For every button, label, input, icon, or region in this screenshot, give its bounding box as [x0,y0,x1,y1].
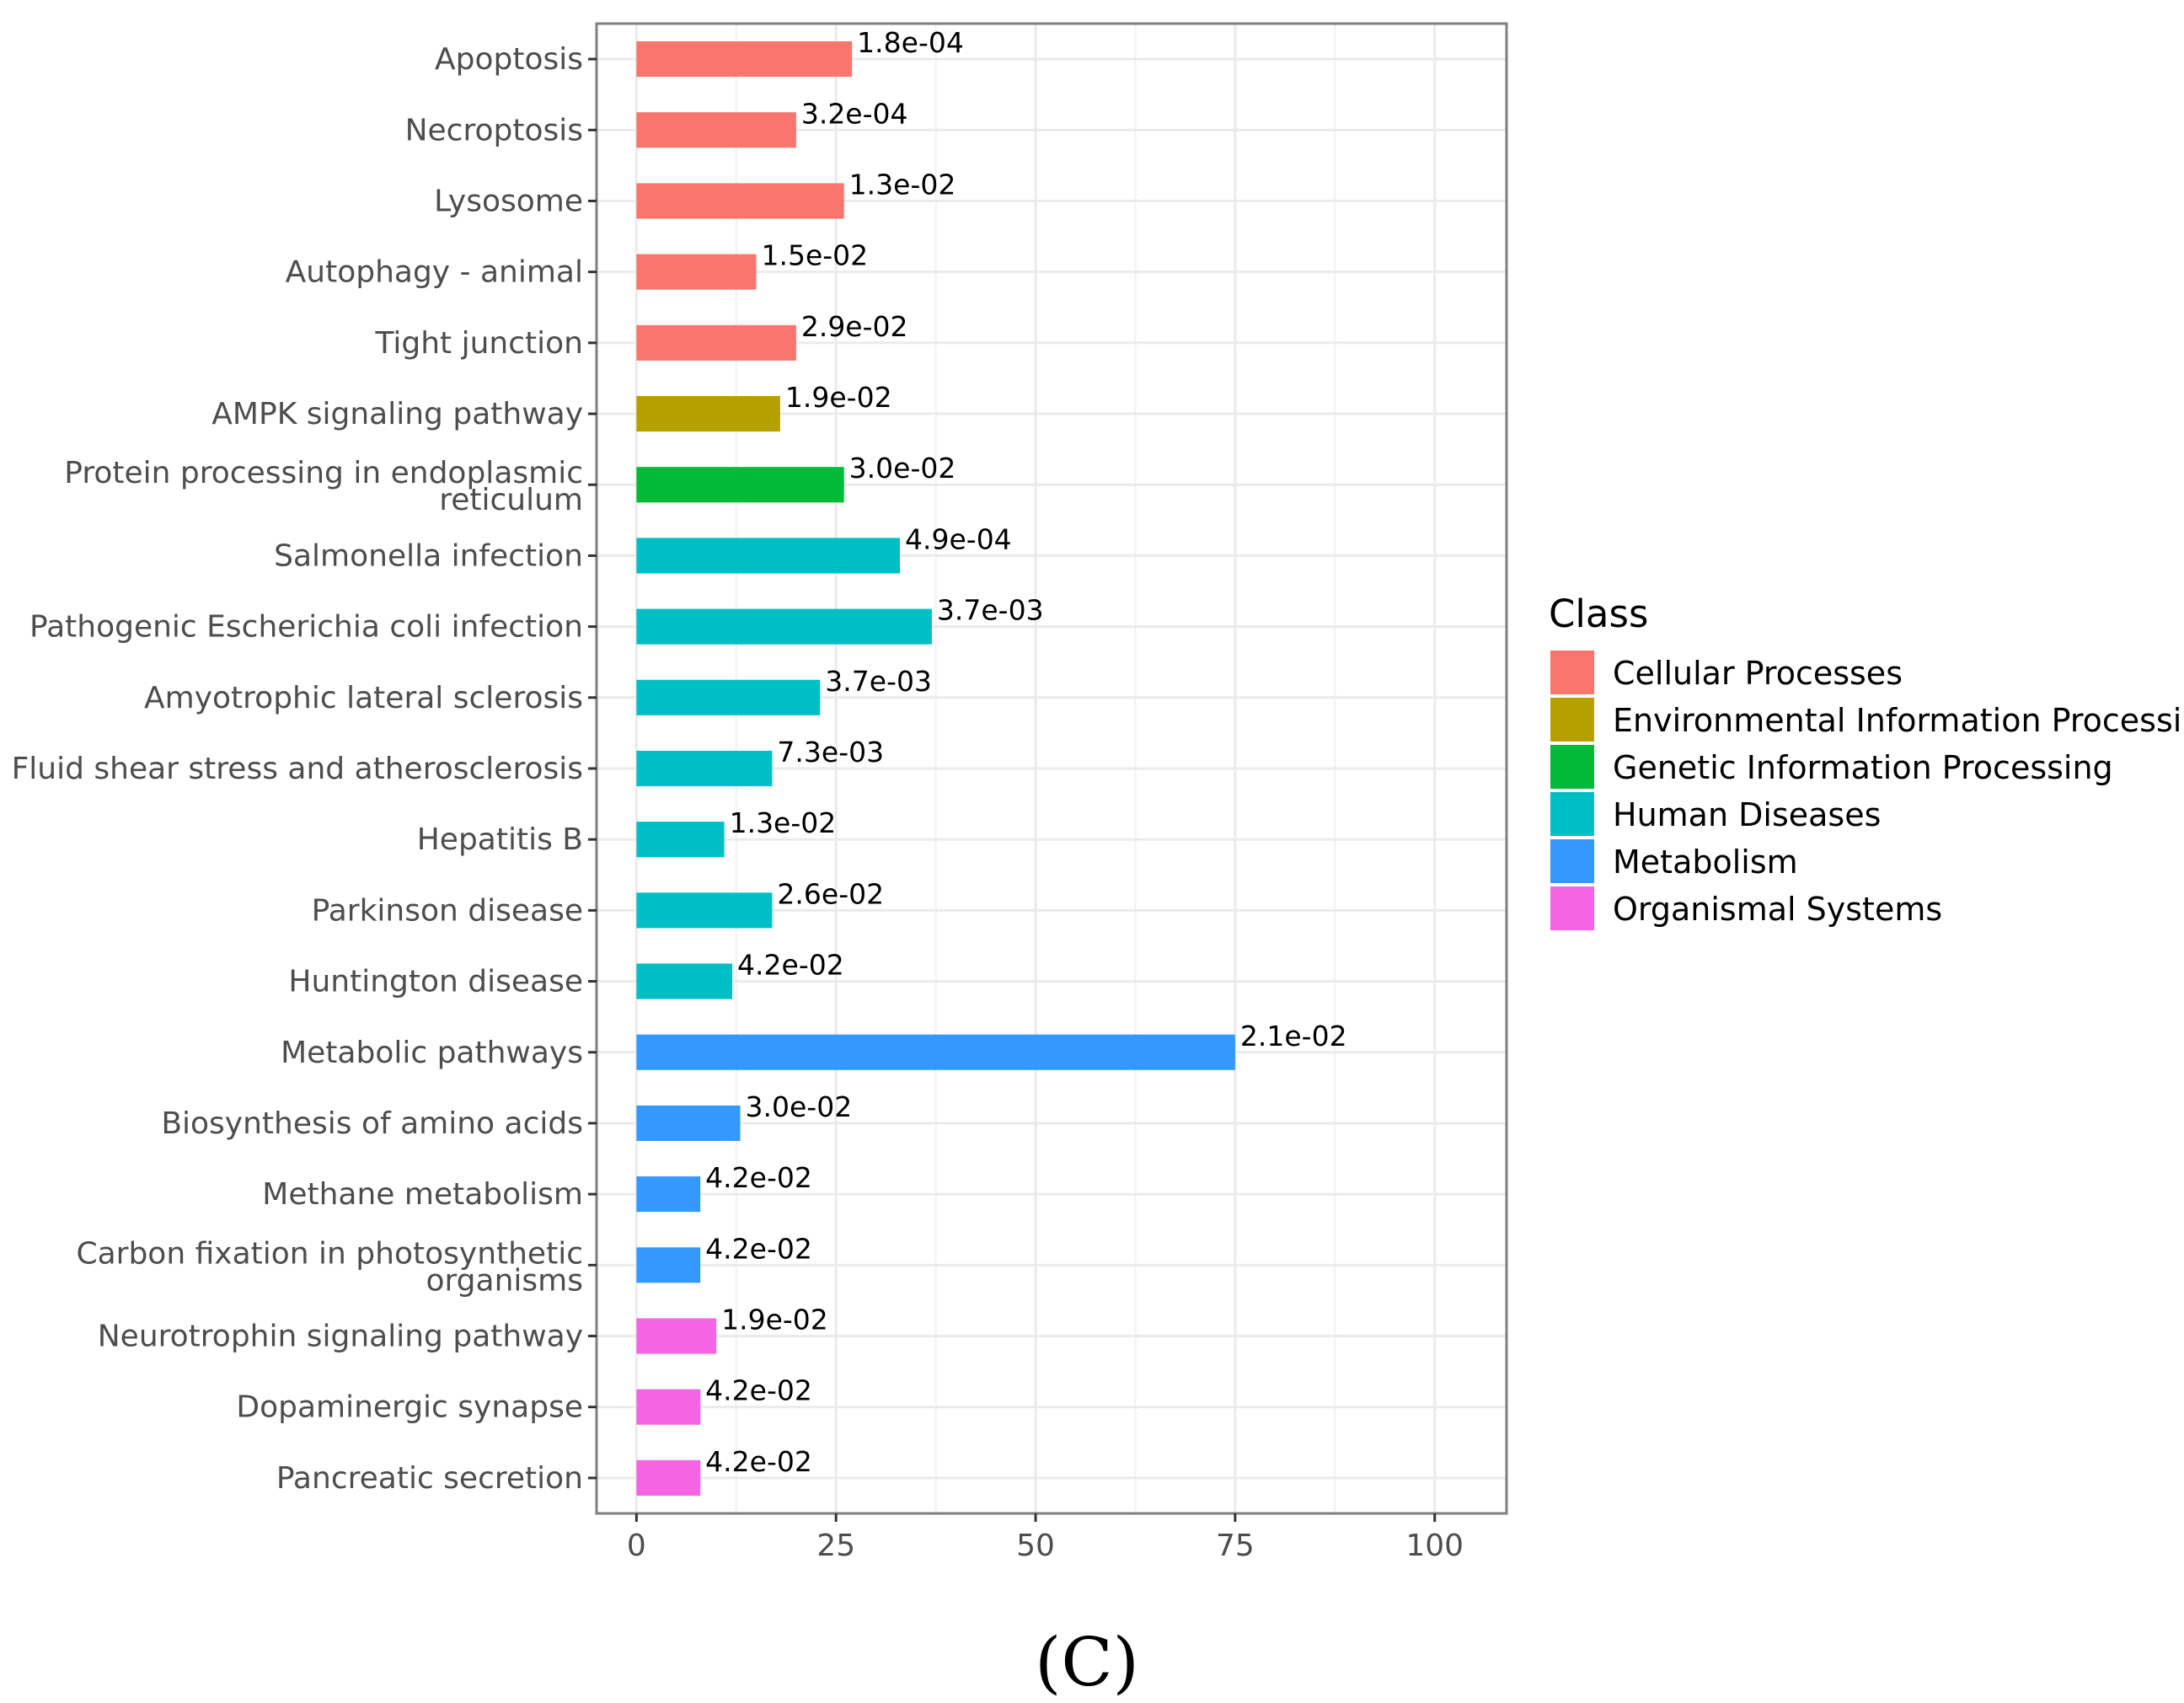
data-label: 1.9e-02 [721,1304,828,1336]
category-label: Tight junction [375,326,584,361]
data-labels: 1.8e-04 3.2e-04 1.3e-02 1.5e-02 2.9e-02 1.9e-… [705,26,1346,1478]
legend-entry-label: Human Diseases [1613,796,1881,833]
data-label: 3.7e-03 [825,665,932,698]
category-label: Necroptosis [405,113,583,147]
bars [636,41,1235,1496]
category-label: Fluid shear stress and atherosclerosis [12,752,583,786]
x-tick-label: 25 [816,1529,855,1563]
category-label: Neurotrophin signaling pathway [98,1320,583,1354]
bar [636,467,844,503]
bar [636,892,773,929]
data-label: 1.3e-02 [849,168,956,201]
category-label: Metabolic pathways [281,1036,583,1070]
bar [636,679,821,715]
data-label: 4.2e-02 [705,1445,812,1478]
data-label: 4.9e-04 [905,522,1012,555]
data-label: 2.9e-02 [801,310,908,343]
data-label: 3.2e-04 [801,97,908,130]
bar [636,608,932,645]
x-tick-label: 50 [1016,1529,1055,1563]
x-tick-labels: 0 25 50 75 100 [627,1513,1464,1563]
data-label: 2.1e-02 [1240,1020,1347,1052]
category-label: Pancreatic secretion [276,1461,583,1496]
legend-swatch [1550,886,1594,930]
legend: Class Cellular Processes Environmental Inf… [1549,592,2184,930]
data-label: 7.3e-03 [777,736,884,768]
legend-entry-label: Metabolism [1613,843,1798,881]
x-tick-label: 0 [627,1529,646,1563]
bar [636,254,757,290]
bar [636,750,773,787]
category-label: Autophagy - animal [286,255,583,290]
legend-swatch [1550,745,1594,789]
category-label: Biosynthesis of amino acids [161,1106,583,1141]
legend-entry-label: Organismal Systems [1613,891,1942,928]
legend-swatch [1550,651,1594,694]
bar [636,112,796,148]
data-label: 4.2e-02 [705,1232,812,1265]
bar [636,1034,1235,1070]
data-label: 3.7e-03 [937,594,1044,627]
category-labels: Apoptosis Necroptosis Lysosome Autophagy - … [12,42,597,1496]
category-label: Hepatitis B [417,822,583,857]
bar [636,1389,701,1425]
panel-label: (C) [1035,1623,1139,1701]
legend-entry-label: Cellular Processes [1613,655,1903,692]
category-label: Dopaminergic synapse [236,1390,583,1425]
legend-swatch [1550,698,1594,742]
data-label: 3.0e-02 [746,1090,853,1123]
category-label: Protein processing in endoplasmic reticul… [64,456,583,517]
category-label: Methane metabolism [262,1177,583,1212]
data-label: 1.9e-02 [785,381,892,414]
bar [636,396,780,432]
data-label: 3.0e-02 [849,452,956,485]
category-label: Salmonella infection [274,538,583,573]
category-label: Amyotrophic lateral sclerosis [144,681,583,715]
category-label: Carbon fixation in photosynthetic organis… [76,1236,583,1298]
category-label: Huntington disease [288,965,583,999]
data-label: 4.2e-02 [705,1374,812,1407]
category-label: AMPK signaling pathway [211,397,583,431]
category-label: Pathogenic Escherichia coli infection [29,610,583,645]
legend-entry-label: Environmental Information Processing [1613,702,2184,739]
category-label: Apoptosis [435,42,583,77]
legend-swatch [1550,792,1594,836]
bar [636,1318,717,1354]
legend-entry-label: Genetic Information Processing [1613,749,2113,786]
bar [636,324,796,361]
data-label: 4.2e-02 [737,949,844,982]
x-tick-label: 100 [1405,1529,1464,1563]
bar [636,41,853,78]
data-label: 1.8e-04 [857,26,964,59]
bar [636,183,844,219]
data-label: 2.6e-02 [777,877,884,910]
bar [636,1105,741,1141]
bar [636,963,733,999]
category-label: Lysosome [434,184,583,218]
x-tick-label: 75 [1216,1529,1255,1563]
legend-swatch [1550,839,1594,883]
data-label: 1.3e-02 [730,806,837,839]
bar [636,1459,701,1496]
data-label: 1.5e-02 [761,239,868,272]
bar [636,822,725,858]
category-label: Parkinson disease [312,893,583,928]
bar [636,538,900,574]
bar [636,1176,701,1213]
data-label: 4.2e-02 [705,1161,812,1194]
bar [636,1247,701,1283]
legend-title: Class [1549,592,1648,636]
